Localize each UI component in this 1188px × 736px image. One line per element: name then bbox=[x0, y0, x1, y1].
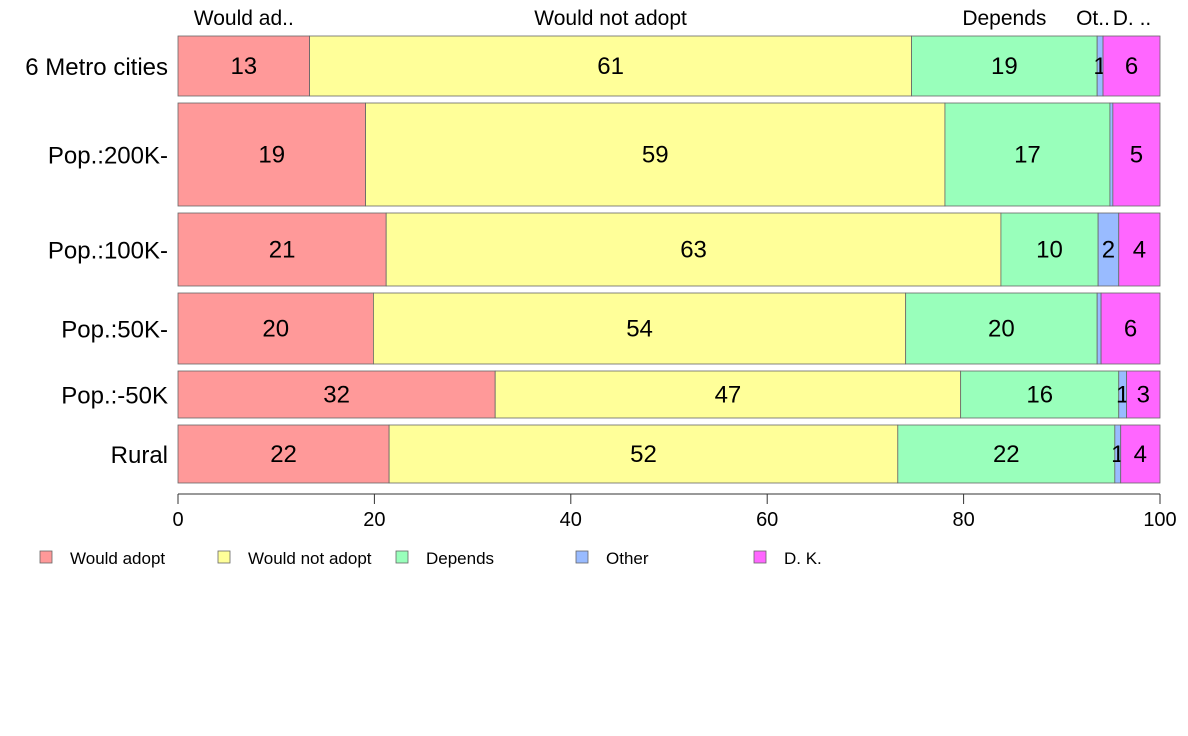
data-label: 3 bbox=[1137, 382, 1150, 409]
bar-segment bbox=[1126, 370, 1161, 419]
data-label: 2 bbox=[1102, 237, 1115, 264]
top-series-labels: Would ad.. Would not adopt Depends Ot.. D. .… bbox=[194, 7, 1151, 30]
bar-segment bbox=[177, 212, 387, 287]
category-label: 6 Metro cities bbox=[25, 54, 168, 81]
legend-label: Would adopt bbox=[70, 549, 165, 568]
bar-segment bbox=[1096, 292, 1102, 365]
bar-segment bbox=[177, 102, 366, 207]
x-tick-label: 100 bbox=[1143, 509, 1176, 531]
bar-segment bbox=[309, 35, 912, 97]
data-label: 4 bbox=[1134, 441, 1147, 468]
bar-segment bbox=[365, 102, 946, 207]
legend-swatch bbox=[39, 550, 53, 564]
data-label: 6 bbox=[1125, 53, 1138, 80]
data-label: 21 bbox=[269, 237, 296, 264]
x-tick-label: 60 bbox=[756, 509, 778, 531]
legend-swatch bbox=[217, 550, 231, 564]
category-label: Pop.:100K- bbox=[48, 238, 168, 265]
bar-segment bbox=[944, 102, 1111, 207]
bar-segment bbox=[177, 424, 390, 484]
series-top-label: Ot.. bbox=[1076, 7, 1110, 30]
series-top-label: Would ad.. bbox=[194, 7, 294, 30]
legend-swatch bbox=[753, 550, 767, 564]
bar-segment bbox=[373, 292, 907, 365]
series-top-label: D. .. bbox=[1113, 7, 1152, 30]
bar-segment bbox=[1000, 212, 1099, 287]
category-label: Rural bbox=[111, 442, 168, 469]
bar-segment bbox=[911, 35, 1098, 97]
legend: Would adopt Would not adopt Depends Other D.… bbox=[39, 549, 822, 568]
data-label: 10 bbox=[1036, 237, 1063, 264]
data-label: 20 bbox=[988, 316, 1015, 343]
bar-segment bbox=[385, 212, 1002, 287]
x-axis: 0 20 40 60 80 100 bbox=[172, 493, 1177, 531]
data-label: 17 bbox=[1014, 142, 1041, 169]
data-label: 54 bbox=[626, 316, 653, 343]
bar-segment bbox=[1109, 102, 1114, 207]
x-tick-label: 20 bbox=[363, 509, 385, 531]
data-label: 19 bbox=[991, 53, 1018, 80]
data-label: 16 bbox=[1026, 382, 1053, 409]
category-label: Pop.:200K- bbox=[48, 143, 168, 170]
data-label: 13 bbox=[230, 53, 257, 80]
bars: 13 61 19 1 619 59 17 521 63 10 2 420 54 20 632 47 16 1 322… bbox=[177, 35, 1161, 484]
bar-segment bbox=[897, 424, 1116, 484]
legend-label: Would not adopt bbox=[248, 549, 372, 568]
bar-segment bbox=[1120, 424, 1161, 484]
x-tick-label: 0 bbox=[172, 509, 183, 531]
bar-segment bbox=[388, 424, 899, 484]
bar-segment bbox=[1112, 102, 1161, 207]
data-label: 22 bbox=[993, 441, 1020, 468]
legend-swatch bbox=[575, 550, 589, 564]
data-label: 6 bbox=[1124, 316, 1137, 343]
bar-segment bbox=[177, 292, 374, 365]
series-top-label: Would not adopt bbox=[534, 7, 687, 30]
data-label: 5 bbox=[1130, 142, 1143, 169]
bar-segment bbox=[1102, 35, 1161, 97]
data-label: 61 bbox=[597, 53, 624, 80]
data-label: 32 bbox=[323, 382, 350, 409]
bar-segment bbox=[1100, 292, 1161, 365]
data-label: 1 bbox=[1116, 382, 1129, 409]
legend-label: D. K. bbox=[784, 549, 822, 568]
series-top-label: Depends bbox=[962, 7, 1046, 30]
legend-label: Depends bbox=[426, 549, 494, 568]
data-label: 63 bbox=[680, 237, 707, 264]
bar-segment bbox=[960, 370, 1120, 419]
bar-segment bbox=[905, 292, 1098, 365]
bar-segment bbox=[1118, 212, 1161, 287]
x-tick-label: 80 bbox=[952, 509, 974, 531]
category-label: Pop.:-50K bbox=[61, 383, 168, 410]
legend-label: Other bbox=[606, 549, 649, 568]
data-label: 4 bbox=[1133, 237, 1146, 264]
data-label: 47 bbox=[715, 382, 742, 409]
data-label: 59 bbox=[642, 142, 669, 169]
data-label: 19 bbox=[258, 142, 285, 169]
data-label: 22 bbox=[270, 441, 297, 468]
bar-segment bbox=[177, 35, 310, 97]
x-tick-label: 40 bbox=[560, 509, 582, 531]
category-labels: 6 Metro cities Pop.:200K- Pop.:100K- Pop.:5… bbox=[25, 54, 168, 469]
legend-swatch bbox=[395, 550, 409, 564]
data-label: 20 bbox=[262, 316, 289, 343]
bar-segment bbox=[177, 370, 496, 419]
category-label: Pop.:50K- bbox=[61, 317, 168, 344]
data-label: 52 bbox=[630, 441, 657, 468]
